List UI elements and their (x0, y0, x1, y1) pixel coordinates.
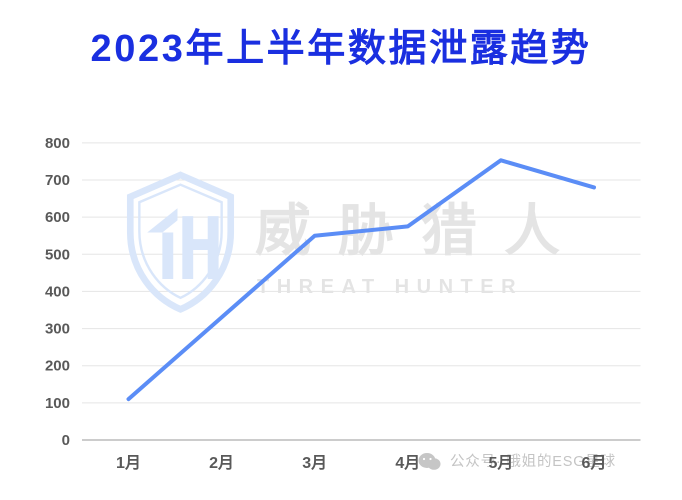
svg-text:THREAT HUNTER: THREAT HUNTER (257, 276, 523, 298)
svg-text:100: 100 (45, 395, 70, 412)
svg-text:600: 600 (45, 209, 70, 226)
svg-text:2月: 2月 (209, 454, 234, 472)
svg-text:800: 800 (45, 135, 70, 152)
svg-text:5月: 5月 (488, 454, 513, 472)
svg-text:1月: 1月 (116, 454, 141, 472)
svg-text:4月: 4月 (395, 454, 420, 472)
svg-text:3月: 3月 (302, 454, 327, 472)
svg-text:300: 300 (45, 321, 70, 338)
svg-text:威胁猎人: 威胁猎人 (255, 199, 587, 262)
svg-text:500: 500 (45, 246, 70, 263)
svg-text:700: 700 (45, 172, 70, 189)
svg-text:200: 200 (45, 358, 70, 375)
svg-text:400: 400 (45, 283, 70, 300)
svg-text:6月: 6月 (582, 454, 607, 472)
svg-text:0: 0 (62, 432, 70, 449)
